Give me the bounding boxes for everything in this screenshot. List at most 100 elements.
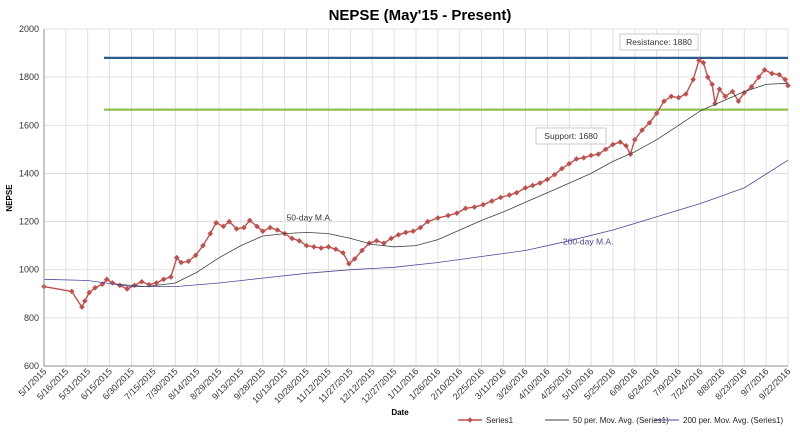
series1-point <box>445 212 451 219</box>
series1-point <box>471 204 478 210</box>
series1-point <box>735 98 742 105</box>
legend-marker <box>467 417 473 423</box>
series1-point <box>303 242 310 249</box>
series1-point <box>716 86 723 92</box>
series1-point <box>207 230 214 237</box>
series1-point <box>506 192 513 198</box>
legend-entry: Series1 <box>486 416 514 425</box>
series1-point <box>160 276 167 283</box>
series1-point <box>103 276 110 283</box>
series1-point <box>617 139 624 145</box>
series1-point <box>756 74 762 80</box>
series1-point <box>296 238 303 244</box>
series1-point <box>602 146 609 153</box>
series1-point <box>138 278 145 285</box>
series1-point <box>761 67 768 73</box>
series1-point <box>712 100 718 107</box>
series1-point <box>178 259 184 266</box>
series1-point <box>226 218 233 225</box>
series1-point <box>325 244 332 250</box>
series1-point <box>254 223 260 230</box>
series1-point <box>267 224 273 231</box>
y-tick-label: 1800 <box>19 72 39 82</box>
series1-point <box>522 185 529 191</box>
y-tick-label: 1400 <box>19 168 39 178</box>
series1-point <box>489 198 495 204</box>
legend: Series1 50 per. Mov. Avg. (Series1) 200 pe… <box>458 416 784 425</box>
series1-point <box>241 224 247 231</box>
series1-point <box>381 240 387 247</box>
series1-point <box>220 223 227 230</box>
x-axis-title: Date <box>391 408 409 417</box>
series1-point <box>623 142 629 149</box>
chart-title: NEPSE (May'15 - Present) <box>329 7 512 24</box>
series1-point <box>92 284 98 291</box>
series1-point <box>529 182 536 189</box>
series1-point <box>246 217 253 224</box>
y-tick-label: 2000 <box>19 24 39 34</box>
series1-point <box>318 245 324 251</box>
series1-point <box>146 281 152 288</box>
series1-point <box>402 229 409 236</box>
series1-point <box>213 219 219 226</box>
series1-point <box>417 224 424 231</box>
legend-entry: 200 per. Mov. Avg. (Series1) <box>683 416 784 425</box>
series1-point <box>79 304 85 310</box>
support-label: Support: 1680 <box>544 131 598 141</box>
series1-point <box>513 189 520 196</box>
y-tick-label: 1200 <box>19 217 39 227</box>
ma50-line <box>116 82 789 288</box>
series1-point <box>632 136 638 143</box>
series1-point <box>580 154 587 161</box>
series1-point <box>690 76 696 83</box>
series1-point <box>729 88 736 95</box>
series1-point <box>260 228 266 234</box>
series1-point <box>595 151 602 157</box>
series1-point <box>785 82 791 89</box>
y-tick-label: 1000 <box>19 265 39 275</box>
ma200-line <box>43 159 789 288</box>
ma50-annotation: 50-day M.A. <box>287 212 333 222</box>
y-tick-label: 1600 <box>19 120 39 130</box>
series1-point <box>544 176 551 183</box>
series1-point <box>722 93 729 100</box>
series1-point <box>769 70 775 77</box>
series1-point <box>573 156 580 162</box>
series1-point <box>537 180 543 186</box>
series1-point <box>435 215 441 221</box>
series1-point <box>359 247 365 254</box>
series1-point <box>185 258 192 265</box>
series1-point <box>340 250 346 256</box>
series1-point <box>480 201 486 208</box>
series1-point <box>454 210 460 216</box>
series1-point <box>332 246 339 253</box>
series1-point <box>696 57 702 64</box>
series1-point <box>82 298 88 304</box>
series1-point <box>704 74 711 80</box>
series-lines <box>41 57 791 310</box>
series1-point <box>351 256 358 262</box>
series1-point <box>566 161 572 167</box>
series1-point <box>709 81 715 88</box>
series1-point <box>551 171 558 178</box>
series1-point <box>610 141 616 148</box>
series1-point <box>173 254 180 261</box>
y-axis-title: NEPSE <box>5 184 14 212</box>
series1-point <box>424 218 431 225</box>
series1-point <box>311 244 317 250</box>
series1-point <box>748 83 755 90</box>
series1-point <box>675 94 682 101</box>
resistance-label: Resistance: 1880 <box>626 37 692 47</box>
series1-point <box>410 228 416 234</box>
series1-point <box>233 225 240 232</box>
series1-point <box>646 120 653 126</box>
series1-point <box>388 235 394 242</box>
y-tick-label: 800 <box>24 313 39 323</box>
series1-point <box>653 110 660 117</box>
series1-point <box>86 289 93 296</box>
series1-point <box>639 127 645 133</box>
series1-point <box>588 152 594 159</box>
annotations: Resistance: 1880 Support: 1680 50-day M.A.… <box>287 33 699 246</box>
